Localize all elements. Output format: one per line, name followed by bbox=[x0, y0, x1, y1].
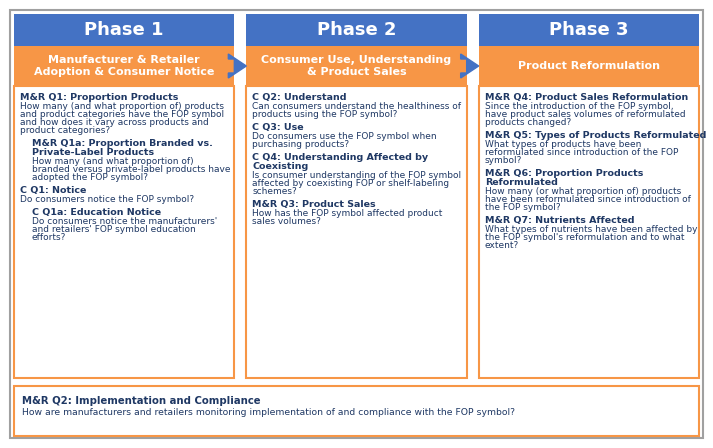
Text: Private-Label Products: Private-Label Products bbox=[32, 148, 154, 157]
Text: M&R Q2: Implementation and Compliance: M&R Q2: Implementation and Compliance bbox=[22, 396, 260, 406]
Text: Is consumer understanding of the FOP symbol: Is consumer understanding of the FOP sym… bbox=[252, 171, 461, 180]
Text: product categories?: product categories? bbox=[20, 126, 110, 135]
FancyBboxPatch shape bbox=[246, 46, 467, 86]
Text: have been reformulated since introduction of: have been reformulated since introductio… bbox=[485, 195, 691, 204]
Text: Phase 2: Phase 2 bbox=[317, 21, 396, 39]
FancyBboxPatch shape bbox=[10, 10, 703, 438]
Text: Coexisting: Coexisting bbox=[252, 162, 309, 171]
Text: the FOP symbol?: the FOP symbol? bbox=[485, 203, 560, 212]
Text: Can consumers understand the healthiness of: Can consumers understand the healthiness… bbox=[252, 102, 461, 111]
Text: Since the introduction of the FOP symbol,: Since the introduction of the FOP symbol… bbox=[485, 102, 673, 111]
Polygon shape bbox=[228, 54, 246, 78]
Text: symbol?: symbol? bbox=[485, 156, 522, 165]
Text: Manufacturer & Retailer
Adoption & Consumer Notice: Manufacturer & Retailer Adoption & Consu… bbox=[34, 55, 215, 77]
FancyBboxPatch shape bbox=[14, 14, 235, 46]
Text: M&R Q7: Nutrients Affected: M&R Q7: Nutrients Affected bbox=[485, 216, 634, 225]
Text: C Q4: Understanding Affected by: C Q4: Understanding Affected by bbox=[252, 153, 429, 162]
Text: How many (and what proportion of): How many (and what proportion of) bbox=[32, 157, 194, 166]
Text: products changed?: products changed? bbox=[485, 118, 571, 127]
Text: What types of products have been: What types of products have been bbox=[485, 140, 641, 149]
Text: Consumer Use, Understanding
& Product Sales: Consumer Use, Understanding & Product Sa… bbox=[262, 55, 451, 77]
FancyBboxPatch shape bbox=[478, 14, 699, 46]
Text: the FOP symbol's reformulation and to what: the FOP symbol's reformulation and to wh… bbox=[485, 233, 684, 242]
Text: products using the FOP symbol?: products using the FOP symbol? bbox=[252, 110, 398, 119]
Text: How many (or what proportion of) products: How many (or what proportion of) product… bbox=[485, 187, 681, 196]
Text: affected by coexisting FOP or shelf-labeling: affected by coexisting FOP or shelf-labe… bbox=[252, 179, 449, 188]
FancyBboxPatch shape bbox=[14, 386, 699, 436]
Text: schemes?: schemes? bbox=[252, 187, 297, 196]
Text: and retailers' FOP symbol education: and retailers' FOP symbol education bbox=[32, 225, 196, 234]
Text: C Q1: Notice: C Q1: Notice bbox=[20, 186, 86, 195]
FancyBboxPatch shape bbox=[478, 86, 699, 378]
FancyBboxPatch shape bbox=[14, 86, 235, 378]
Text: have product sales volumes of reformulated: have product sales volumes of reformulat… bbox=[485, 110, 685, 119]
Text: How are manufacturers and retailers monitoring implementation of and compliance : How are manufacturers and retailers moni… bbox=[22, 408, 515, 417]
FancyBboxPatch shape bbox=[478, 46, 699, 86]
Text: M&R Q4: Product Sales Reformulation: M&R Q4: Product Sales Reformulation bbox=[485, 93, 688, 102]
Text: M&R Q6: Proportion Products: M&R Q6: Proportion Products bbox=[485, 169, 643, 178]
Text: Phase 1: Phase 1 bbox=[84, 21, 164, 39]
Text: M&R Q1: Proportion Products: M&R Q1: Proportion Products bbox=[20, 93, 178, 102]
Text: Reformulated: Reformulated bbox=[485, 178, 558, 187]
Text: and how does it vary across products and: and how does it vary across products and bbox=[20, 118, 209, 127]
Text: How has the FOP symbol affected product: How has the FOP symbol affected product bbox=[252, 209, 443, 218]
Text: adopted the FOP symbol?: adopted the FOP symbol? bbox=[32, 173, 148, 182]
Text: M&R Q5: Types of Products Reformulated: M&R Q5: Types of Products Reformulated bbox=[485, 131, 706, 140]
Text: Product Reformulation: Product Reformulation bbox=[518, 61, 660, 71]
Text: Phase 3: Phase 3 bbox=[549, 21, 629, 39]
Text: M&R Q1a: Proportion Branded vs.: M&R Q1a: Proportion Branded vs. bbox=[32, 139, 213, 148]
FancyBboxPatch shape bbox=[246, 86, 467, 378]
FancyBboxPatch shape bbox=[14, 46, 235, 86]
Text: C Q2: Understand: C Q2: Understand bbox=[252, 93, 347, 102]
Text: M&R Q3: Product Sales: M&R Q3: Product Sales bbox=[252, 200, 376, 209]
Text: Do consumers use the FOP symbol when: Do consumers use the FOP symbol when bbox=[252, 132, 437, 141]
Text: Do consumers notice the manufacturers': Do consumers notice the manufacturers' bbox=[32, 217, 217, 226]
Text: What types of nutrients have been affected by: What types of nutrients have been affect… bbox=[485, 225, 697, 234]
Text: efforts?: efforts? bbox=[32, 233, 66, 242]
Text: branded versus private-label products have: branded versus private-label products ha… bbox=[32, 165, 230, 174]
Text: Do consumers notice the FOP symbol?: Do consumers notice the FOP symbol? bbox=[20, 195, 194, 204]
Text: C Q1a: Education Notice: C Q1a: Education Notice bbox=[32, 208, 161, 217]
Text: How many (and what proportion of) products: How many (and what proportion of) produc… bbox=[20, 102, 224, 111]
Text: sales volumes?: sales volumes? bbox=[252, 217, 322, 226]
FancyBboxPatch shape bbox=[246, 14, 467, 46]
Text: extent?: extent? bbox=[485, 241, 519, 250]
Text: and product categories have the FOP symbol: and product categories have the FOP symb… bbox=[20, 110, 224, 119]
Text: C Q3: Use: C Q3: Use bbox=[252, 123, 304, 132]
Text: purchasing products?: purchasing products? bbox=[252, 140, 349, 149]
Polygon shape bbox=[461, 54, 478, 78]
Text: reformulated since introduction of the FOP: reformulated since introduction of the F… bbox=[485, 148, 678, 157]
